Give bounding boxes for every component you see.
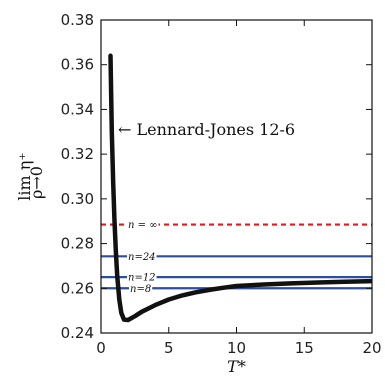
- hline-label-0: n = ∞: [128, 220, 158, 231]
- x-tick-label-2: 10: [227, 339, 246, 357]
- hline-label-3: n=8: [130, 284, 151, 295]
- y-tick-label-0: 0.24: [61, 324, 94, 342]
- y-tick-label-6: 0.36: [61, 56, 94, 74]
- y-tick-label-1: 0.26: [61, 279, 94, 297]
- y-axis-label-sub: ρ→0: [27, 166, 46, 199]
- y-tick-label-7: 0.38: [61, 11, 94, 29]
- y-tick-label-5: 0.34: [61, 100, 94, 118]
- hline-label-bg-3: [129, 283, 153, 295]
- y-axis-label: lim η⁺ρ→0: [15, 152, 46, 201]
- hline-label-1: n=24: [128, 252, 156, 263]
- x-tick-label-3: 15: [295, 339, 314, 357]
- x-axis-label: T*: [227, 357, 246, 376]
- x-tick-label-4: 20: [362, 339, 381, 357]
- y-tick-label-2: 0.28: [61, 235, 94, 253]
- y-axis-label-main: lim η⁺: [15, 152, 34, 201]
- x-tick-label-0: 0: [96, 339, 106, 357]
- x-tick-label-1: 5: [164, 339, 174, 357]
- hline-label-2: n=12: [128, 273, 156, 284]
- y-tick-label-4: 0.32: [61, 145, 94, 163]
- series-line-0: [108, 53, 372, 323]
- plot-area: n = ∞ n=24 n=12n=8: [100, 19, 373, 334]
- hline-label-bg-1: [127, 251, 157, 263]
- axis-ticks: 0 5 10 15 20 0.24 0.26 0.28 0.30 0.32 0.34 0.36 0.38: [61, 11, 382, 357]
- y-tick-label-3: 0.30: [61, 190, 94, 208]
- hline-label-bg-0: [127, 220, 159, 232]
- hline-label-bg-2: [127, 272, 157, 284]
- annotation-lennard-jones: ← Lennard-Jones 12-6: [118, 120, 295, 139]
